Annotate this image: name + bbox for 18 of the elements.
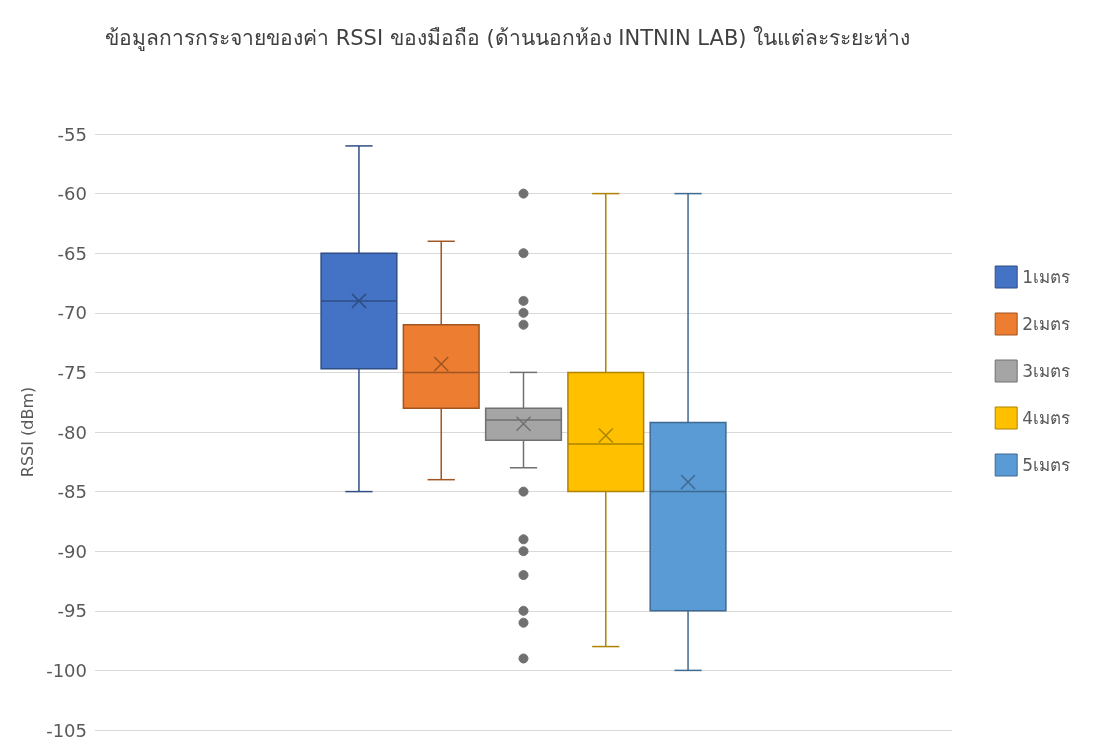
y-tick-label: -80 bbox=[57, 421, 87, 443]
y-axis-title: RSSI (dBm) bbox=[17, 386, 37, 478]
legend-label: 2เมตร bbox=[1022, 314, 1071, 334]
y-tick-label: -85 bbox=[57, 481, 87, 503]
y-tick-label: -105 bbox=[46, 719, 87, 741]
legend-label: 4เมตร bbox=[1022, 408, 1071, 428]
y-tick-label: -60 bbox=[57, 183, 87, 205]
y-tick-label: -90 bbox=[57, 540, 87, 562]
y-tick-label: -65 bbox=[57, 242, 87, 264]
y-tick-label: -70 bbox=[57, 302, 87, 324]
legend-label: 3เมตร bbox=[1022, 361, 1071, 381]
y-tick-label: -75 bbox=[57, 361, 87, 383]
y-tick-label: -95 bbox=[57, 600, 87, 622]
legend-label: 1เมตร bbox=[1022, 267, 1071, 287]
y-tick-label: -100 bbox=[46, 659, 87, 681]
y-tick-label: -55 bbox=[57, 123, 87, 145]
legend-label: 5เมตร bbox=[1022, 455, 1071, 475]
chart-title: ข้อมูลการกระจายของค่า RSSI ของมือถือ (ด้านนอกห้อง INTNIN LAB) ในแต่ละระยะห่าง bbox=[105, 25, 911, 51]
